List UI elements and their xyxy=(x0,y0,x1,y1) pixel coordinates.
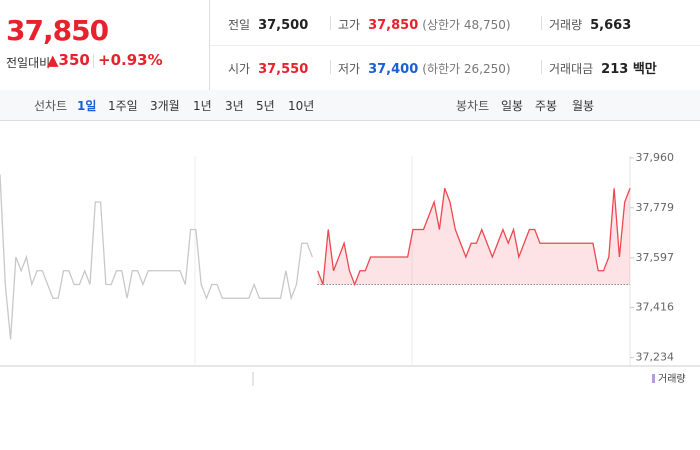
stat-label: 저가 xyxy=(338,62,361,76)
stat: 거래대금 213 백만 xyxy=(549,58,661,77)
tab[interactable]: 1년 xyxy=(193,99,212,113)
chart: 거래량 37,960 37,779 37,597 37,416 37,234 xyxy=(0,151,700,386)
divider xyxy=(541,16,542,30)
y-tick-label: 37,779 xyxy=(636,201,675,214)
tab[interactable]: 1주일 xyxy=(108,99,138,113)
change: ▲350 xyxy=(47,51,90,69)
stat-label: 전일 xyxy=(228,18,251,32)
change-label: 전일대비 xyxy=(6,56,51,70)
divider xyxy=(330,16,331,30)
price-line xyxy=(0,174,313,340)
stat: 거래량 5,663 xyxy=(549,14,635,33)
tab[interactable]: 10년 xyxy=(288,99,315,113)
stat: 전일 37,500 xyxy=(228,14,312,33)
divider xyxy=(330,60,331,74)
change-value: 350 xyxy=(58,51,90,69)
tab-group-label: 선차트 xyxy=(34,99,68,113)
stat-value: 37,400 xyxy=(368,62,419,77)
stat-value: 37,550 xyxy=(258,62,309,77)
stat-value: 37,850 xyxy=(368,18,419,33)
legend-label: 거래량 xyxy=(658,373,686,385)
tab[interactable]: 월봉 xyxy=(572,99,595,113)
stat-value: 213 백만 xyxy=(601,62,657,77)
tab[interactable]: 3년 xyxy=(225,99,244,113)
tab-group-label: 봉차트 xyxy=(456,99,490,113)
legend-swatch xyxy=(652,374,655,383)
stat-label: 시가 xyxy=(228,62,251,76)
stat-value: 37,500 xyxy=(258,18,309,33)
stat-label: 거래대금 xyxy=(549,62,594,76)
tab[interactable]: 주봉 xyxy=(535,99,558,113)
y-tick-label: 37,234 xyxy=(636,351,675,364)
area xyxy=(317,188,630,285)
stat: 시가 37,550 xyxy=(228,58,312,77)
stat: 저가 37,400 (하한가 26,250) xyxy=(338,58,511,77)
change-percent: +0.93% xyxy=(98,51,163,69)
stat-label: 고가 xyxy=(338,18,361,32)
tab[interactable]: 일봉 xyxy=(501,99,524,113)
price-line xyxy=(317,188,631,287)
divider xyxy=(541,60,542,74)
stat-extra: (상한가 48,750) xyxy=(422,18,511,32)
stat-extra: (하한가 26,250) xyxy=(422,62,511,76)
y-tick-label: 37,416 xyxy=(636,301,675,314)
stat-value: 5,663 xyxy=(590,18,632,33)
tab[interactable]: 1일 xyxy=(77,99,97,113)
tab[interactable]: 3개월 xyxy=(150,99,180,113)
divider xyxy=(209,0,210,90)
divider xyxy=(210,45,700,46)
y-tick-label: 37,960 xyxy=(636,151,675,164)
y-tick-label: 37,597 xyxy=(636,251,675,264)
stat: 고가 37,850 (상한가 48,750) xyxy=(338,14,511,33)
current-price: 37,850 xyxy=(6,14,109,47)
tab-bar xyxy=(0,90,700,121)
divider xyxy=(93,54,94,68)
tab[interactable]: 5년 xyxy=(256,99,275,113)
stat-label: 거래량 xyxy=(549,18,583,32)
